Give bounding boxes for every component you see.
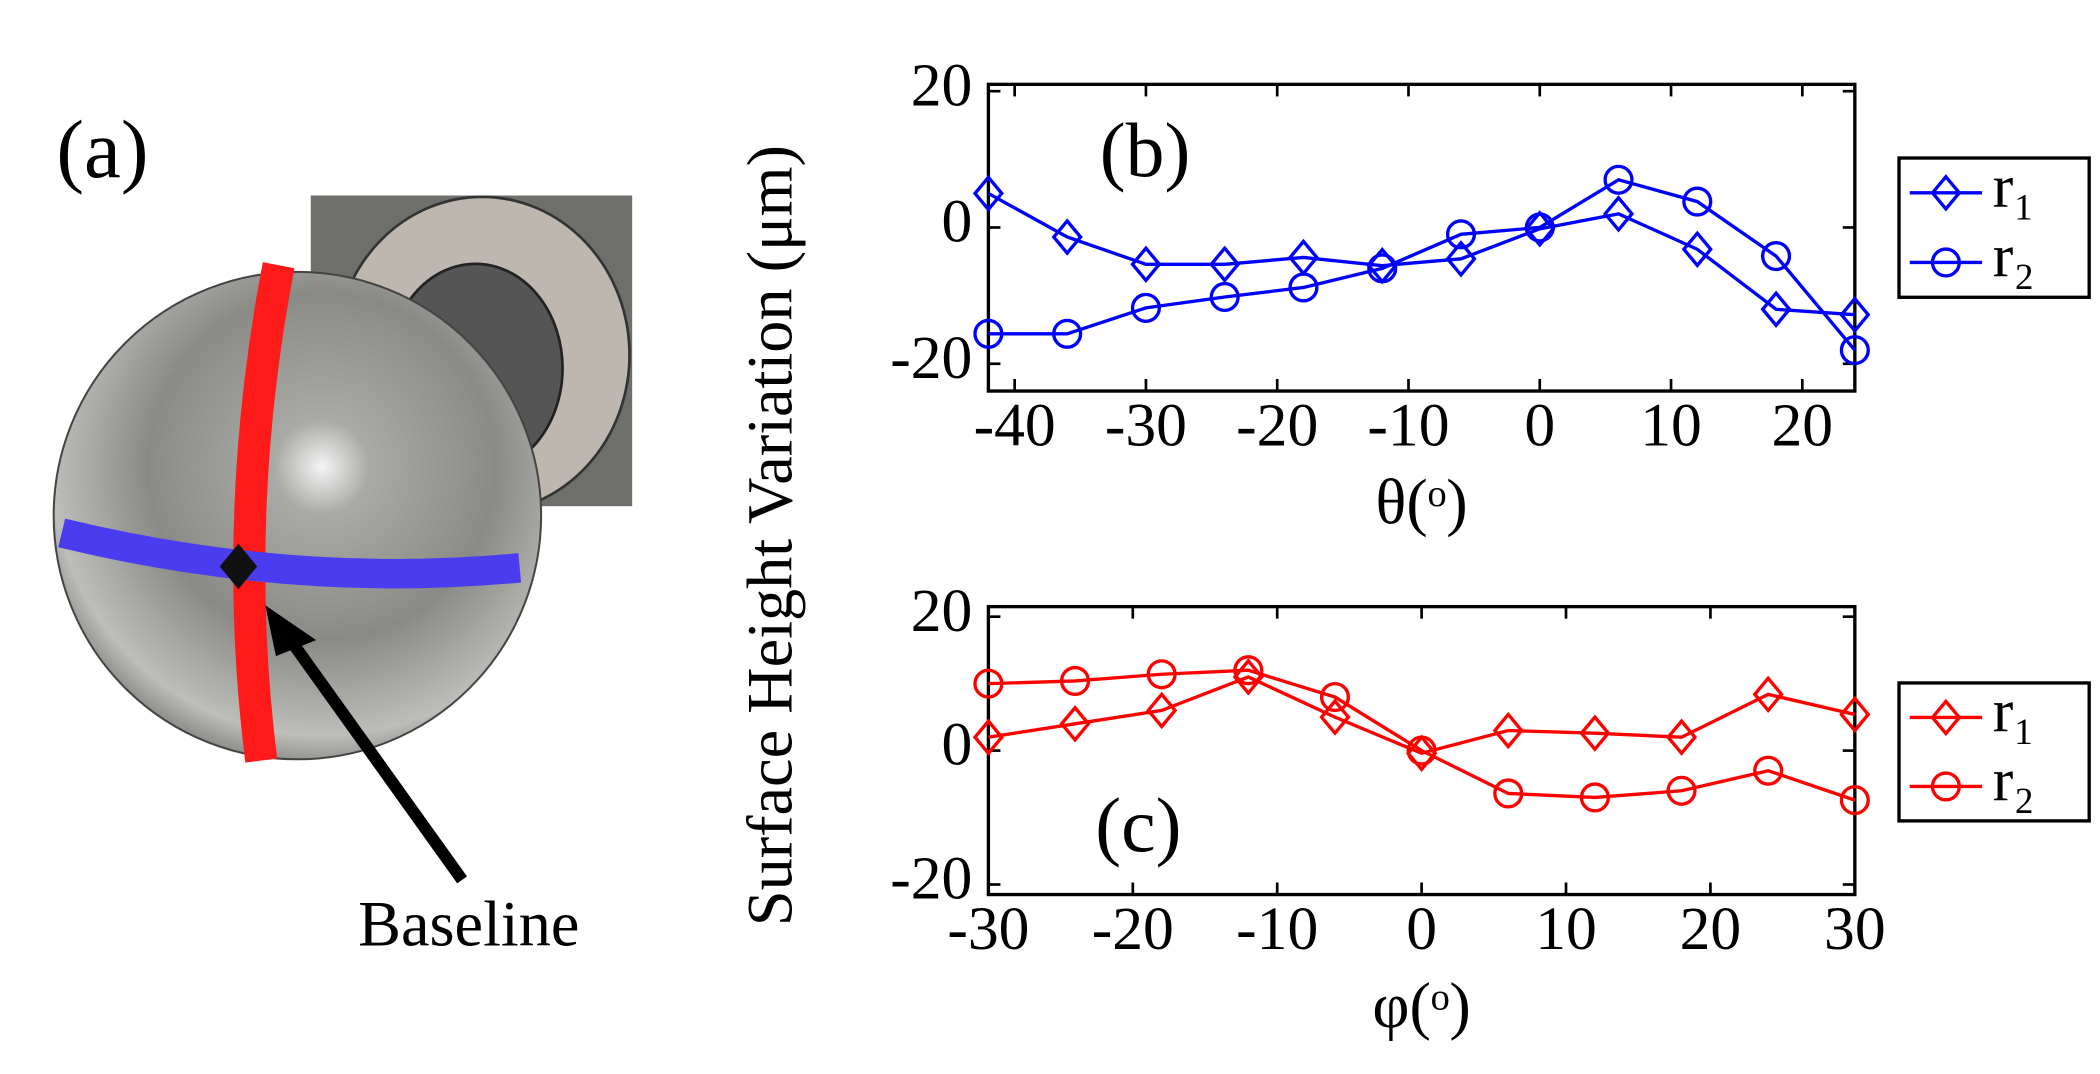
legend-box [1897, 681, 2091, 823]
x-tick-label: 10 [1640, 391, 1702, 459]
x-tick-label: 30 [1824, 895, 1886, 963]
y-tick-label: -20 [890, 324, 972, 392]
marker [1445, 240, 1477, 278]
marker [1666, 775, 1697, 806]
y-tick-label: 20 [911, 577, 973, 645]
arrow-head [265, 605, 317, 657]
marker [1665, 718, 1698, 756]
legend-marker [1930, 247, 1961, 278]
phi-path [58, 518, 522, 589]
marker [1579, 714, 1611, 752]
marker [1445, 219, 1477, 250]
marker [1130, 245, 1162, 283]
x-tick-label: -10 [1367, 391, 1449, 459]
annotation: Baseline [358, 888, 579, 959]
panel-label: (a) [56, 103, 148, 195]
marker [1760, 290, 1792, 328]
marker [1579, 782, 1610, 813]
x-axis-label: φ(ᵒ) [1372, 970, 1470, 1041]
plot-frame [986, 82, 1857, 393]
marker [1233, 655, 1264, 686]
marker [1602, 195, 1635, 233]
marker [1319, 681, 1351, 713]
x-tick-label: 0 [1406, 895, 1437, 963]
y-tick-label: 0 [942, 188, 973, 256]
legend-label: r₂ [1993, 223, 2035, 291]
marker [972, 174, 1004, 213]
marker [1524, 212, 1555, 243]
x-tick-label: 10 [1535, 895, 1597, 963]
y-tick-label: -20 [890, 845, 972, 913]
arrow-shaft [281, 631, 468, 884]
panel-label: (c) [1095, 782, 1181, 868]
marker [1839, 296, 1871, 334]
marker [1288, 272, 1319, 303]
marker [1209, 281, 1240, 313]
y-axis-label: Surface Height Variation (μm) [735, 145, 806, 926]
marker [1051, 218, 1083, 256]
x-tick-label: 20 [1772, 391, 1834, 459]
x-axis-label: θ(ᵒ) [1376, 467, 1468, 538]
x-tick-label: -40 [974, 391, 1056, 459]
legend-marker [1930, 771, 1961, 802]
marker [1753, 755, 1784, 786]
marker [972, 718, 1004, 756]
marker [1682, 186, 1713, 217]
theta-path [233, 262, 295, 763]
marker [1319, 698, 1351, 736]
marker [1681, 230, 1713, 268]
legend-label: r₁ [1993, 153, 2035, 221]
x-tick-label: -20 [1092, 895, 1174, 963]
marker [1492, 711, 1524, 750]
legend-marker [1930, 174, 1962, 212]
marker [1146, 659, 1177, 690]
legend-label: r₁ [1993, 678, 2035, 746]
marker [1752, 675, 1784, 714]
marker [1603, 164, 1634, 195]
x-tick-label: -10 [1236, 895, 1318, 963]
marker [1406, 735, 1437, 766]
marker [1839, 785, 1870, 816]
marker [1839, 695, 1871, 734]
marker [1059, 665, 1091, 697]
legend-marker [1930, 698, 1962, 737]
marker [1367, 253, 1398, 284]
x-tick-label: 0 [1524, 391, 1555, 459]
x-tick-label: -30 [947, 895, 1029, 963]
x-tick-label: -30 [1105, 391, 1187, 459]
series-line [988, 668, 1856, 802]
sphere [52, 270, 543, 761]
sphere-illustration: (a) Baseline [52, 103, 633, 959]
marker [1130, 292, 1161, 323]
marker [1406, 734, 1438, 772]
series-line [987, 191, 1855, 317]
panel-label: (b) [1100, 107, 1191, 193]
x-tick-label: -20 [1236, 391, 1318, 459]
legend-box [1897, 156, 2091, 299]
marker [1059, 705, 1091, 743]
marker [973, 318, 1004, 349]
marker [1209, 245, 1241, 283]
marker [1052, 318, 1083, 349]
y-tick-label: 20 [911, 51, 973, 119]
series-line [988, 177, 1857, 352]
marker [1839, 335, 1870, 366]
marker [973, 668, 1004, 699]
marker [1760, 241, 1792, 272]
baseline-point [219, 543, 258, 590]
y-tick-label: 0 [942, 711, 973, 779]
marker [1146, 691, 1178, 730]
series-line [988, 675, 1856, 756]
x-tick-label: 20 [1680, 895, 1742, 963]
marker [1493, 778, 1524, 809]
legend-label: r₂ [1993, 747, 2035, 815]
